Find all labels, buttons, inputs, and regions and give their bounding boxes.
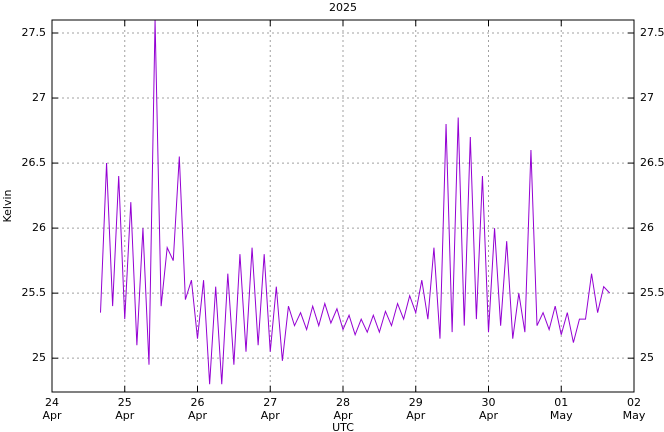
x-tick-label: 27 Apr [261,396,281,422]
y-tick-label: 27 [32,91,46,104]
x-tick-label: 24 Apr [42,396,62,422]
y2-tick-label: 25 [640,351,654,364]
y-tick-label: 27.5 [22,26,47,39]
y-tick-label: 25.5 [22,286,47,299]
x-tick-label: 30 Apr [479,396,499,422]
y-tick-label: 26.5 [22,156,47,169]
y-axis-label: Kelvin [1,189,14,222]
x-tick-label: 29 Apr [406,396,426,422]
chart-title: 2025 [329,1,357,14]
y-tick-label: 26 [32,221,46,234]
y2-tick-label: 27 [640,91,654,104]
x-tick-label: 02 May [623,396,646,422]
y2-tick-label: 26 [640,221,654,234]
x-tick-label: 01 May [550,396,573,422]
x-tick-label: 26 Apr [188,396,208,422]
x-axis-label: UTC [332,421,354,432]
y-tick-label: 25 [32,351,46,364]
x-tick-label: 25 Apr [115,396,135,422]
y2-tick-label: 26.5 [640,156,664,169]
data-line [100,19,611,385]
y2-tick-label: 27.5 [640,26,664,39]
y2-tick-label: 25.5 [640,286,664,299]
x-tick-label: 28 Apr [333,396,353,422]
plot-border [51,19,635,393]
